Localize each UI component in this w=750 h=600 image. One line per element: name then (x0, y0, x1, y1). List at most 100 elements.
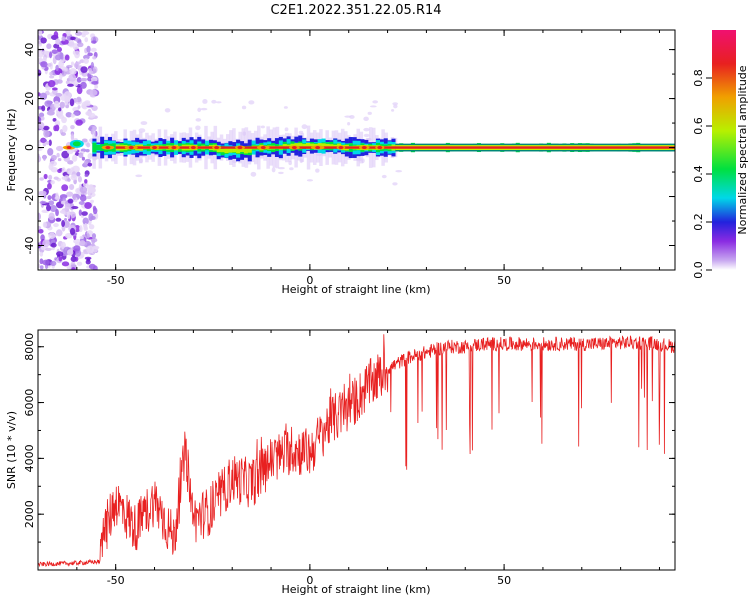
heatmap-speckle (87, 162, 93, 167)
heatmap-speckle (61, 36, 66, 42)
heatmap-speckle (86, 245, 95, 254)
snr-y-tick-label: 4000 (23, 444, 36, 472)
heatmap-blob (377, 146, 383, 150)
heatmap-speckle (363, 127, 370, 132)
heatmap-speckle (88, 112, 96, 119)
heatmap-speckle (81, 33, 86, 38)
heatmap-band (216, 148, 221, 153)
heatmap-speckle (77, 42, 84, 48)
heatmap-speckle (55, 229, 63, 237)
heatmap-speckle (392, 182, 398, 186)
heatmap-speckle (90, 76, 98, 83)
colorbar-tick-label: 0.8 (692, 69, 705, 87)
heatmap-band (243, 147, 248, 154)
heatmap-y-tick-label: -40 (23, 237, 36, 255)
heatmap-speckle (91, 233, 97, 239)
heatmap-speckle (363, 116, 369, 122)
heatmap-speckle (369, 105, 377, 108)
heatmap-speckle (38, 57, 44, 63)
heatmap-speckle (79, 225, 83, 233)
heatmap-speckle (248, 100, 255, 105)
heatmap-speckle (76, 77, 82, 83)
heatmap-speckle (80, 66, 88, 73)
heatmap-speckle (48, 139, 52, 147)
heatmap-speckle (55, 92, 63, 97)
heatmap-speckle (195, 125, 201, 131)
heatmap-speckle (393, 104, 398, 109)
heatmap-speckle (87, 52, 93, 57)
heatmap-speckle (69, 167, 75, 173)
heatmap-speckle (53, 176, 59, 180)
snr-y-tick-label: 6000 (23, 389, 36, 417)
heatmap-band (220, 148, 225, 153)
colorbar-ticks: 0.0 0.2 0.4 0.6 0.8 (692, 69, 712, 279)
heatmap-speckle (76, 171, 81, 177)
heatmap-speckle (138, 128, 146, 133)
heatmap-speckle (81, 211, 88, 216)
heatmap-speckle (347, 122, 351, 126)
heatmap-speckle (66, 249, 74, 256)
heatmap-speckle (67, 198, 74, 204)
heatmap-speckle (69, 184, 75, 191)
heatmap-band (302, 143, 307, 149)
heatmap-speckle (55, 208, 59, 217)
heatmap-speckle (75, 31, 83, 36)
heatmap-speckle (288, 160, 292, 166)
heatmap-blob (105, 146, 111, 150)
snr-x-axis-label: Height of straight line (km) (281, 583, 430, 596)
snr-background (38, 330, 675, 570)
colorbar-label: Normalized spectral amplitude (736, 65, 749, 234)
heatmap-speckle (70, 61, 74, 66)
heatmap-speckle (195, 118, 202, 122)
heatmap-speckle (48, 51, 53, 59)
heatmap-band (96, 144, 101, 151)
heatmap-band-peak (115, 146, 675, 149)
heatmap-speckle (84, 179, 88, 184)
heatmap-speckle (363, 133, 370, 138)
heatmap-band (228, 148, 233, 153)
heatmap-speckle (73, 245, 81, 252)
heatmap-blob (338, 146, 344, 150)
heatmap-y-tick-label: 20 (23, 92, 36, 106)
heatmap-speckle (72, 154, 78, 162)
heatmap-speckle (90, 199, 94, 203)
heatmap-blob (152, 146, 158, 150)
heatmap-speckle (41, 138, 47, 143)
heatmap-marks (38, 30, 675, 270)
heatmap-speckle (56, 79, 63, 84)
heatmap-band (247, 148, 252, 153)
heatmap-speckle (38, 228, 44, 234)
heatmap-speckle (53, 43, 60, 49)
heatmap-speckle (197, 107, 202, 113)
heatmap-speckle (61, 184, 69, 192)
heatmap-speckle (42, 125, 50, 131)
heatmap-speckle (92, 56, 97, 60)
heatmap-y-tick-label: 0 (23, 144, 36, 151)
colorbar-tick-label: 0.0 (692, 261, 705, 279)
heatmap-speckle (381, 174, 387, 179)
heatmap-x-tick-label: 0 (306, 274, 313, 287)
heatmap-speckle (48, 232, 56, 239)
heatmap-speckle (64, 217, 68, 222)
heatmap-speckle (55, 54, 62, 61)
heatmap-speckle (55, 217, 62, 222)
heatmap-speckle (57, 168, 62, 174)
heatmap-speckle (88, 213, 94, 221)
heatmap-speckle (55, 192, 59, 199)
heatmap-speckle (88, 263, 96, 270)
heatmap-speckle (90, 47, 97, 52)
heatmap-speckle (83, 54, 90, 60)
heatmap-band (232, 148, 237, 153)
heatmap-speckle (78, 209, 82, 216)
heatmap-speckle (49, 71, 53, 76)
heatmap-speckle (70, 36, 76, 41)
heatmap-speckle (71, 205, 79, 210)
heatmap-speckle (38, 147, 43, 151)
snr-x-tick-label: -50 (107, 574, 125, 587)
heatmap-speckle (38, 69, 42, 77)
heatmap-speckle (78, 201, 85, 205)
heatmap-x-tick-label: -50 (107, 274, 125, 287)
colorbar: 0.0 0.2 0.4 0.6 0.8 Normalized spectral ampl… (692, 30, 749, 279)
heatmap-band (286, 144, 291, 148)
